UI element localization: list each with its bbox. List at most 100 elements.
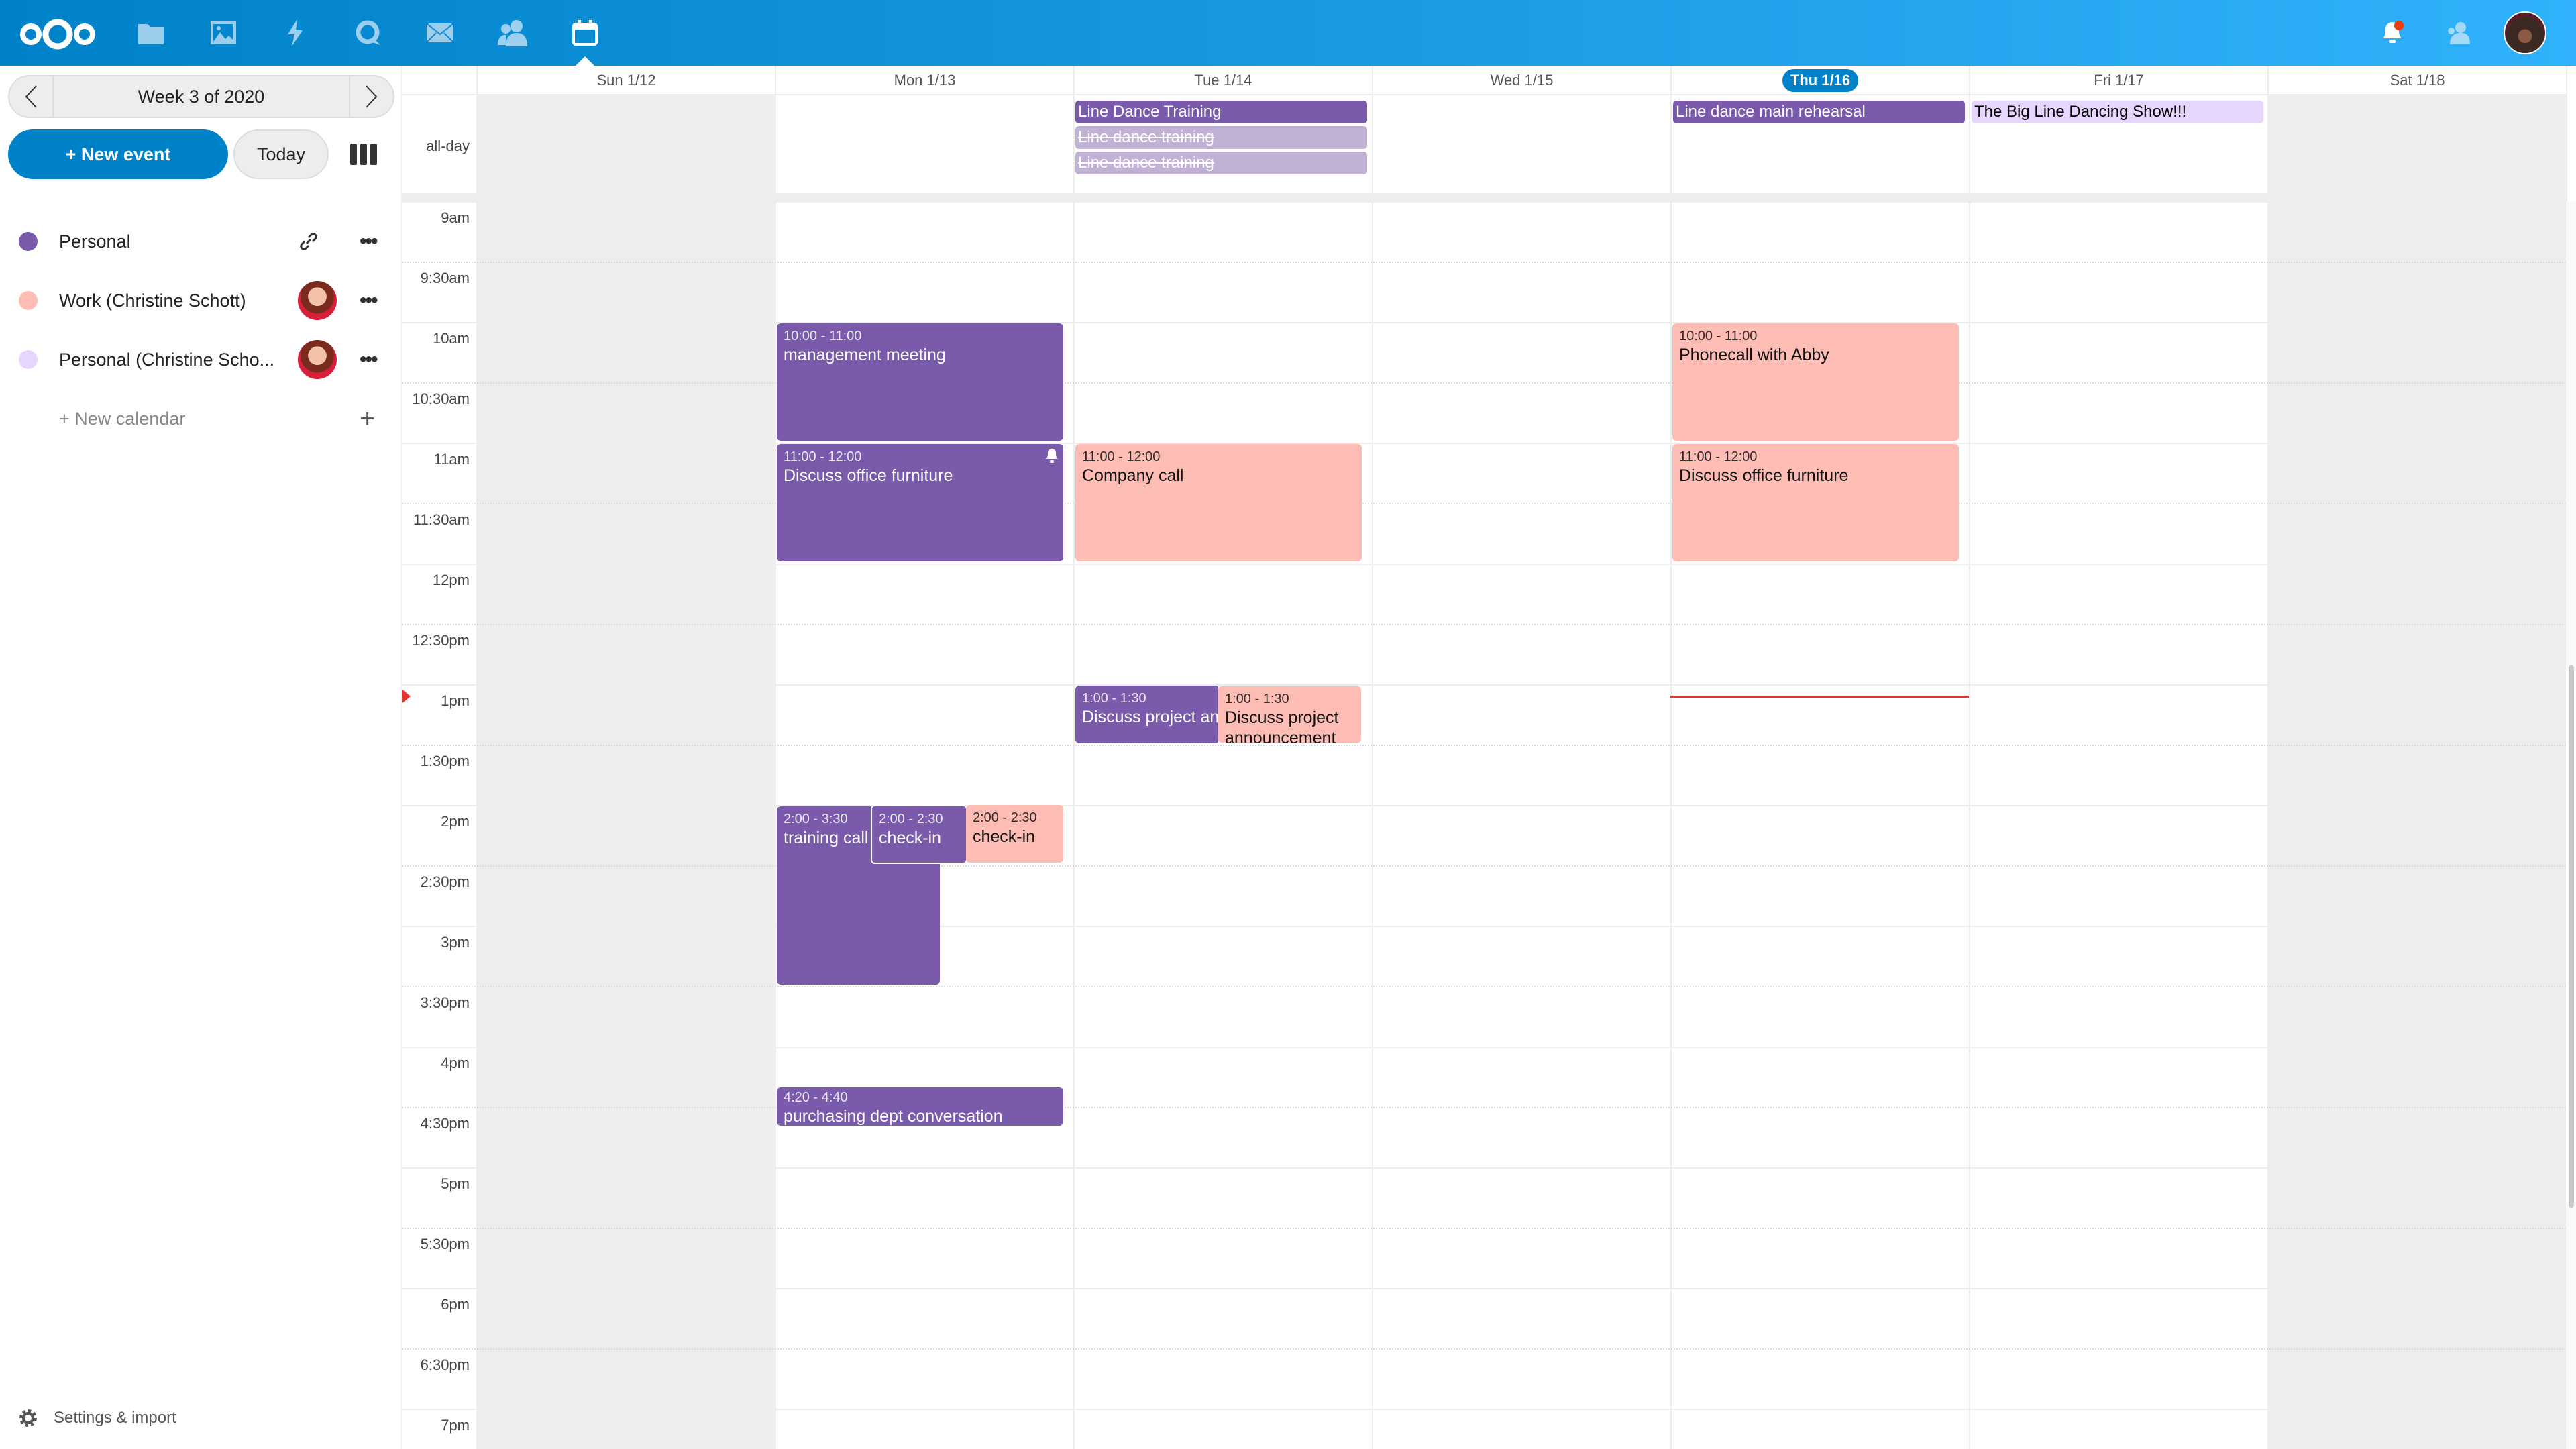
notifications-icon[interactable] xyxy=(2375,16,2409,50)
calendar-event[interactable]: 1:00 - 1:30 Discuss project announcement xyxy=(1218,686,1362,743)
time-label: 3pm xyxy=(441,934,470,951)
allday-divider xyxy=(402,193,2566,201)
scrollbar-thumb[interactable] xyxy=(2569,665,2574,1208)
hour-line xyxy=(402,1288,2566,1289)
calendar-item-work[interactable]: Work (Christine Schott) ••• xyxy=(0,274,402,327)
day-label: Sat 1/18 xyxy=(2390,72,2445,89)
time-label: 10am xyxy=(432,330,470,347)
more-options-icon[interactable]: ••• xyxy=(360,289,378,311)
day-header-sat[interactable]: Sat 1/18 xyxy=(2267,66,2566,95)
link-icon[interactable] xyxy=(298,231,319,252)
half-hour-line xyxy=(402,865,2566,867)
calendar-event[interactable]: 10:00 - 11:00 management meeting xyxy=(777,323,1063,441)
talk-icon[interactable] xyxy=(352,16,385,50)
time-label: 7pm xyxy=(441,1417,470,1434)
day-header-wed[interactable]: Wed 1/15 xyxy=(1372,66,1670,95)
event-time: 10:00 - 11:00 xyxy=(784,329,862,343)
calendar-item-personal-shared[interactable]: Personal (Christine Scho... ••• xyxy=(0,333,402,386)
vertical-scrollbar[interactable] xyxy=(2566,201,2576,1449)
day-header-thu-today[interactable]: Thu 1/16 xyxy=(1670,66,1969,95)
calendar-color-dot[interactable] xyxy=(19,350,38,369)
hour-line xyxy=(402,1409,2566,1410)
weekend-column-sun xyxy=(476,95,775,1449)
calendar-event[interactable]: 1:00 - 1:30 Discuss project announcement xyxy=(1075,686,1220,743)
contacts-icon[interactable] xyxy=(496,16,529,50)
half-hour-line xyxy=(402,382,2566,384)
event-time: 10:00 - 11:00 xyxy=(1679,329,1758,343)
today-badge: Thu 1/16 xyxy=(1782,69,1859,92)
allday-event[interactable]: The Big Line Dancing Show!!! xyxy=(1972,101,2263,123)
shared-by-avatar xyxy=(298,281,337,320)
calendar-name: Personal (Christine Scho... xyxy=(59,349,275,370)
event-time: 2:00 - 2:30 xyxy=(879,812,943,826)
day-header-sun[interactable]: Sun 1/12 xyxy=(476,66,775,95)
calendar-event[interactable]: 11:00 - 12:00 Discuss office furniture xyxy=(777,444,1063,561)
half-hour-line xyxy=(402,745,2566,746)
next-week-button[interactable] xyxy=(349,76,393,117)
event-title: Discuss project announcement xyxy=(1082,708,1220,727)
time-label: 2pm xyxy=(441,813,470,830)
contacts-menu-icon[interactable] xyxy=(2441,16,2475,50)
calendar-event[interactable]: 11:00 - 12:00 Company call xyxy=(1075,444,1362,561)
event-time: 2:00 - 3:30 xyxy=(784,812,848,826)
time-label: 10:30am xyxy=(412,390,470,407)
time-label: 1:30pm xyxy=(420,753,470,769)
calendar-event[interactable]: 4:20 - 4:40 purchasing dept conversation xyxy=(777,1087,1063,1126)
half-hour-line xyxy=(402,1228,2566,1229)
top-navigation-bar xyxy=(0,0,2576,66)
calendar-event[interactable]: 2:00 - 2:30 check-in xyxy=(871,805,967,864)
event-time: 4:20 - 4:40 xyxy=(784,1090,848,1105)
nextcloud-logo[interactable] xyxy=(17,17,98,51)
new-event-button[interactable]: + New event xyxy=(8,129,228,179)
settings-label: Settings & import xyxy=(54,1409,176,1427)
mail-icon[interactable] xyxy=(423,16,457,50)
settings-button[interactable]: Settings & import xyxy=(17,1407,176,1429)
calendar-icon[interactable] xyxy=(568,16,602,50)
files-icon[interactable] xyxy=(134,16,168,50)
day-header-tue[interactable]: Tue 1/14 xyxy=(1073,66,1372,95)
event-title: check-in xyxy=(973,827,1036,846)
calendar-event[interactable]: 11:00 - 12:00 Discuss office furniture xyxy=(1672,444,1959,561)
day-header-mon[interactable]: Mon 1/13 xyxy=(775,66,1073,95)
event-title: Discuss project announcement xyxy=(1225,708,1339,743)
plus-icon[interactable]: + xyxy=(360,403,376,433)
week-label[interactable]: Week 3 of 2020 xyxy=(138,86,265,107)
chevron-right-icon xyxy=(366,85,378,108)
calendar-item-personal[interactable]: Personal ••• xyxy=(0,215,402,268)
shared-by-avatar xyxy=(298,340,337,379)
half-hour-line xyxy=(402,503,2566,504)
view-switcher-week-icon[interactable] xyxy=(350,144,377,165)
previous-week-button[interactable] xyxy=(9,76,54,117)
calendar-name: Work (Christine Schott) xyxy=(59,290,246,311)
event-time: 11:00 - 12:00 xyxy=(1679,449,1758,464)
column-divider xyxy=(1969,66,1970,1449)
time-label: 11:30am xyxy=(413,511,470,528)
more-options-icon[interactable]: ••• xyxy=(360,348,378,370)
new-calendar-button[interactable]: + New calendar + xyxy=(0,392,402,445)
today-button[interactable]: Today xyxy=(233,129,329,179)
user-avatar[interactable] xyxy=(2504,11,2546,54)
time-label: 6pm xyxy=(441,1296,470,1313)
event-time: 11:00 - 12:00 xyxy=(784,449,862,464)
column-divider xyxy=(2267,66,2269,1449)
allday-event[interactable]: Line dance main rehearsal xyxy=(1673,101,1965,123)
hour-line xyxy=(402,684,2566,686)
allday-event-cancelled[interactable]: Line dance training xyxy=(1075,126,1367,149)
more-options-icon[interactable]: ••• xyxy=(360,230,378,252)
allday-event[interactable]: Line Dance Training xyxy=(1075,101,1367,123)
calendar-name: Personal xyxy=(59,231,131,252)
photos-icon[interactable] xyxy=(207,16,240,50)
event-title: training call xyxy=(784,828,869,847)
calendar-event[interactable]: 10:00 - 11:00 Phonecall with Abby xyxy=(1672,323,1959,441)
allday-event-cancelled[interactable]: Line dance training xyxy=(1075,152,1367,174)
time-label: 4pm xyxy=(441,1055,470,1071)
event-title: purchasing dept conversation xyxy=(784,1107,1003,1126)
day-header-fri[interactable]: Fri 1/17 xyxy=(1969,66,2267,95)
half-hour-line xyxy=(402,262,2566,263)
gear-icon xyxy=(19,1409,37,1427)
activity-icon[interactable] xyxy=(279,16,313,50)
calendar-color-dot[interactable] xyxy=(19,291,38,310)
time-label: 4:30pm xyxy=(420,1115,470,1132)
calendar-color-dot[interactable] xyxy=(19,232,38,251)
calendar-event[interactable]: 2:00 - 2:30 check-in xyxy=(966,805,1063,863)
